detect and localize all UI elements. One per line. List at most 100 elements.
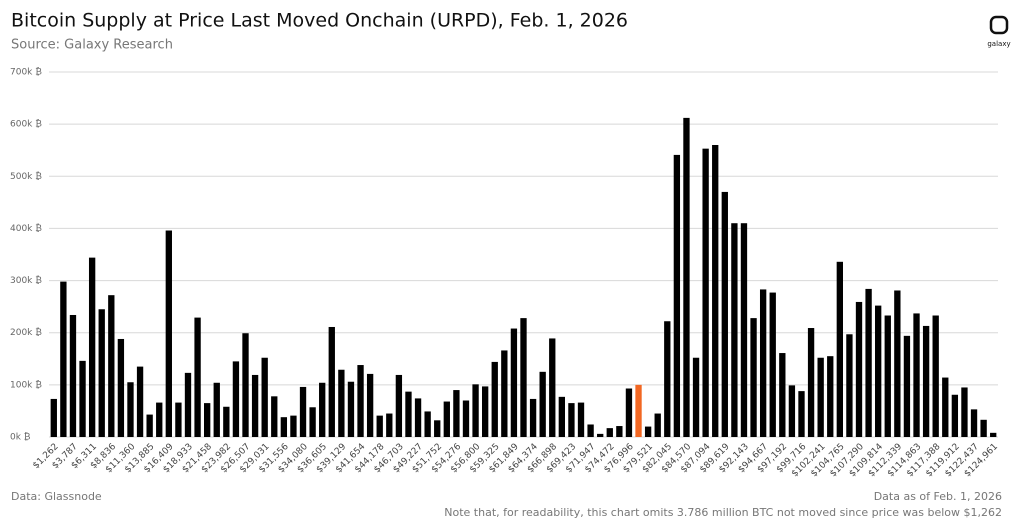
bar — [127, 382, 134, 437]
bar — [520, 318, 527, 437]
bar — [69, 314, 77, 437]
bar — [750, 318, 757, 437]
bar — [942, 377, 949, 437]
bar — [50, 398, 57, 437]
bar — [510, 328, 518, 437]
bar — [443, 401, 450, 437]
bar — [654, 413, 661, 437]
y-tick-label: 200k ₿ — [10, 327, 42, 338]
bar — [759, 289, 767, 437]
chart-title: Bitcoin Supply at Price Last Moved Oncha… — [11, 10, 628, 32]
bar — [922, 325, 930, 437]
bar — [807, 328, 815, 437]
y-tick-label: 500k ₿ — [10, 171, 42, 182]
bar — [903, 335, 911, 437]
bar — [376, 415, 383, 437]
bar — [338, 369, 345, 437]
footnote: Note that, for readability, this chart o… — [444, 506, 1002, 519]
bar — [961, 387, 968, 437]
bar — [597, 433, 604, 437]
bar — [769, 292, 776, 437]
bar — [884, 315, 891, 437]
bar — [501, 350, 508, 437]
y-tick-label: 700k ₿ — [10, 67, 42, 78]
bar — [357, 365, 364, 437]
bar — [577, 402, 585, 437]
bar — [702, 148, 709, 437]
bar — [740, 223, 748, 437]
logo-icon — [989, 15, 1009, 35]
y-tick-label: 100k ₿ — [10, 379, 42, 390]
bar — [261, 357, 268, 437]
bar — [836, 261, 843, 437]
bar — [980, 419, 987, 437]
bar — [223, 406, 230, 437]
bar — [424, 411, 431, 437]
bar — [319, 382, 326, 437]
bar — [98, 309, 105, 437]
bar — [644, 426, 652, 437]
y-tick-label: 0k ₿ — [10, 432, 31, 443]
bar — [951, 394, 959, 437]
bar — [88, 257, 96, 437]
bar — [146, 414, 153, 437]
source-note: Data: Glassnode — [11, 490, 102, 503]
bar — [242, 333, 249, 437]
bar — [558, 396, 566, 437]
bar — [405, 391, 412, 437]
bar — [817, 357, 824, 437]
bar — [731, 223, 738, 437]
bar — [386, 413, 393, 437]
bar — [395, 374, 403, 437]
bar — [539, 371, 546, 437]
bar — [549, 338, 556, 437]
bar — [798, 391, 805, 437]
bar — [865, 288, 872, 437]
bar — [913, 313, 920, 437]
bar — [855, 301, 863, 437]
bar — [280, 417, 288, 437]
bar — [462, 400, 470, 437]
bar — [271, 396, 278, 437]
bar — [184, 372, 192, 437]
bar — [309, 407, 316, 437]
bar — [414, 398, 422, 437]
bar — [453, 390, 460, 437]
bar — [194, 317, 201, 437]
bar — [635, 384, 642, 437]
chart-subtitle: Source: Galaxy Research — [11, 38, 173, 53]
bar — [970, 409, 978, 437]
bar — [328, 326, 335, 437]
date-note: Data as of Feb. 1, 2026 — [874, 490, 1002, 503]
bar — [568, 403, 575, 437]
bar — [491, 361, 498, 437]
bar — [875, 305, 882, 437]
bar — [481, 386, 489, 437]
bar — [683, 117, 690, 437]
bar — [108, 295, 115, 437]
bar — [175, 402, 182, 437]
bar — [60, 281, 67, 437]
bar — [347, 381, 355, 437]
bar — [290, 415, 297, 437]
bar — [299, 386, 307, 437]
bar — [136, 366, 144, 437]
y-tick-label: 300k ₿ — [10, 275, 42, 286]
bar — [712, 145, 719, 437]
bar — [721, 191, 728, 437]
bar — [117, 338, 125, 437]
bar — [165, 230, 172, 437]
bar — [990, 432, 997, 437]
bar — [894, 290, 901, 437]
bar — [434, 420, 441, 437]
bar — [587, 424, 594, 437]
bar — [232, 361, 240, 437]
bar — [932, 315, 939, 437]
bar — [692, 357, 700, 437]
bar — [616, 426, 623, 437]
logo-text: galaxy — [987, 40, 1010, 48]
bar — [779, 353, 786, 437]
bar — [366, 373, 374, 437]
